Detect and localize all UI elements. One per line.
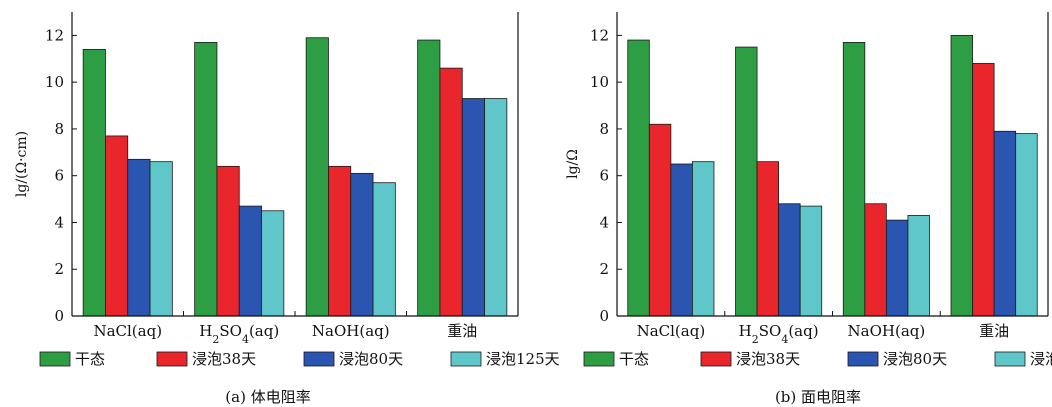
y-tick-label: 10 — [590, 73, 609, 91]
y-tick-label: 6 — [54, 167, 64, 185]
bar — [350, 172, 374, 317]
y-tick-label: 2 — [599, 260, 609, 278]
chart-caption: (a) 体电阻率 — [225, 388, 310, 406]
x-tick-label: 重油 — [447, 322, 477, 340]
legend-swatch — [303, 351, 335, 367]
y-axis-label: lg/Ω — [565, 149, 581, 179]
legend-swatch — [700, 351, 732, 367]
y-tick-label: 4 — [54, 213, 64, 231]
x-tick-label: H2SO4(aq) — [199, 322, 279, 346]
x-tick-label: 重油 — [979, 322, 1009, 340]
y-tick-label: 8 — [54, 120, 64, 138]
y-tick-label: 2 — [54, 260, 64, 278]
x-tick-label: NaOH(aq) — [848, 322, 926, 340]
legend-swatch — [994, 351, 1026, 367]
bar — [328, 165, 352, 317]
x-tick-label: NaCl(aq) — [637, 322, 706, 340]
chart-b: NaCl(aq) H2SO4(aq) NaOH(aq) 重油 0 2 4 6 8 10 12 lg/Ω… — [565, 12, 1052, 406]
bar — [670, 163, 693, 317]
bar — [692, 161, 715, 317]
bar — [417, 39, 441, 317]
y-tick-label: 12 — [590, 26, 609, 44]
bar — [194, 42, 218, 317]
bar — [305, 37, 329, 317]
bar — [950, 34, 973, 317]
y-tick-label: 0 — [54, 307, 64, 325]
bar — [864, 203, 887, 317]
legend-label: 干态 — [619, 350, 649, 368]
bar — [756, 161, 780, 317]
bar — [238, 205, 262, 317]
legend-swatch — [847, 351, 879, 367]
x-tick-label: NaCl(aq) — [93, 322, 162, 340]
y-tick-label: 10 — [45, 73, 64, 91]
x-tick-label: H2SO4(aq) — [739, 322, 819, 346]
bar — [439, 67, 463, 317]
bar — [484, 98, 508, 317]
y-tick-label: 0 — [599, 307, 609, 325]
legend-label: 浸泡125天 — [486, 350, 560, 368]
legend-label: 浸泡38天 — [192, 350, 256, 368]
chart-a: NaCl(aq) H2SO4(aq) NaOH(aq) 重油 0 2 4 6 8 10 12 lg/(… — [14, 12, 560, 406]
legend-label: 干态 — [75, 350, 105, 368]
bar — [372, 182, 396, 317]
y-tick-label: 8 — [599, 120, 609, 138]
bar — [648, 123, 672, 317]
bar — [735, 46, 758, 317]
legend-swatch — [156, 351, 188, 367]
bar — [907, 215, 930, 317]
bar — [105, 135, 129, 317]
bar — [799, 205, 823, 317]
bar — [1015, 133, 1038, 317]
bar — [216, 165, 240, 317]
y-tick-label: 4 — [599, 213, 609, 231]
legend-swatch — [450, 351, 482, 367]
chart-caption: (b) 面电阻率 — [775, 388, 861, 406]
bar — [972, 63, 995, 317]
bar — [993, 130, 1017, 317]
bar — [261, 210, 285, 317]
bar — [885, 219, 909, 317]
legend-label: 浸泡80天 — [339, 350, 403, 368]
bar — [82, 49, 106, 317]
bar — [461, 98, 485, 317]
bar — [627, 39, 650, 317]
legend-swatch — [583, 351, 615, 367]
x-tick-label: NaOH(aq) — [312, 322, 390, 340]
legend-label: 浸泡80天 — [883, 350, 947, 368]
legend-swatch — [39, 351, 71, 367]
legend-label: 浸泡38天 — [736, 350, 800, 368]
bar — [127, 158, 151, 317]
y-tick-label: 12 — [45, 26, 64, 44]
bar — [149, 161, 173, 317]
bar — [842, 42, 866, 317]
y-axis-label: lg/(Ω·cm) — [14, 131, 30, 197]
legend-label: 浸泡125天 — [1030, 350, 1052, 368]
bar — [778, 203, 801, 317]
y-tick-label: 6 — [599, 167, 609, 185]
